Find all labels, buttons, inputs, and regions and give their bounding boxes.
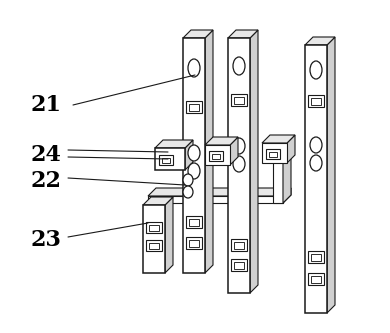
- Polygon shape: [327, 37, 335, 313]
- Bar: [149, 242, 159, 248]
- Bar: [311, 253, 321, 260]
- Ellipse shape: [183, 174, 193, 186]
- Bar: [311, 275, 321, 282]
- Bar: [186, 237, 202, 249]
- Bar: [212, 154, 220, 159]
- Polygon shape: [228, 30, 258, 38]
- Bar: [186, 101, 202, 113]
- Ellipse shape: [233, 57, 245, 75]
- Ellipse shape: [188, 59, 200, 77]
- Bar: [266, 149, 280, 159]
- Polygon shape: [228, 38, 250, 293]
- Polygon shape: [283, 188, 291, 203]
- Bar: [231, 259, 247, 271]
- Polygon shape: [143, 205, 165, 273]
- Polygon shape: [305, 45, 327, 313]
- Polygon shape: [205, 30, 213, 273]
- Bar: [209, 151, 223, 161]
- Bar: [231, 239, 247, 251]
- Bar: [189, 239, 199, 246]
- Text: 23: 23: [30, 229, 61, 251]
- Polygon shape: [155, 140, 193, 148]
- Bar: [189, 104, 199, 111]
- Polygon shape: [183, 38, 205, 273]
- Polygon shape: [155, 148, 185, 170]
- Bar: [311, 98, 321, 105]
- Bar: [149, 224, 159, 230]
- Polygon shape: [143, 197, 173, 205]
- Bar: [231, 94, 247, 106]
- Text: 24: 24: [30, 144, 61, 166]
- Bar: [162, 158, 170, 163]
- Polygon shape: [283, 140, 291, 203]
- Bar: [269, 152, 277, 157]
- Bar: [159, 155, 173, 165]
- Ellipse shape: [233, 156, 245, 172]
- Ellipse shape: [188, 163, 200, 179]
- Ellipse shape: [183, 186, 193, 198]
- Polygon shape: [183, 30, 213, 38]
- Ellipse shape: [310, 61, 322, 79]
- Ellipse shape: [310, 137, 322, 153]
- Polygon shape: [262, 135, 295, 143]
- Polygon shape: [148, 188, 291, 196]
- Polygon shape: [250, 30, 258, 293]
- Text: 21: 21: [30, 94, 61, 116]
- Bar: [308, 273, 324, 285]
- Polygon shape: [262, 143, 287, 163]
- Polygon shape: [185, 140, 193, 170]
- Bar: [146, 222, 162, 233]
- Ellipse shape: [310, 155, 322, 171]
- Polygon shape: [273, 148, 283, 203]
- Polygon shape: [305, 37, 335, 45]
- Bar: [308, 251, 324, 263]
- Bar: [186, 216, 202, 228]
- Bar: [234, 241, 244, 248]
- Ellipse shape: [233, 138, 245, 154]
- Ellipse shape: [188, 145, 200, 161]
- Polygon shape: [287, 135, 295, 163]
- Bar: [189, 218, 199, 225]
- Bar: [234, 261, 244, 268]
- Bar: [146, 240, 162, 251]
- Polygon shape: [205, 145, 230, 165]
- Polygon shape: [205, 137, 238, 145]
- Bar: [308, 95, 324, 107]
- Polygon shape: [148, 196, 283, 203]
- Polygon shape: [273, 140, 291, 148]
- Bar: [234, 97, 244, 104]
- Text: 22: 22: [30, 170, 61, 192]
- Polygon shape: [165, 197, 173, 273]
- Polygon shape: [230, 137, 238, 165]
